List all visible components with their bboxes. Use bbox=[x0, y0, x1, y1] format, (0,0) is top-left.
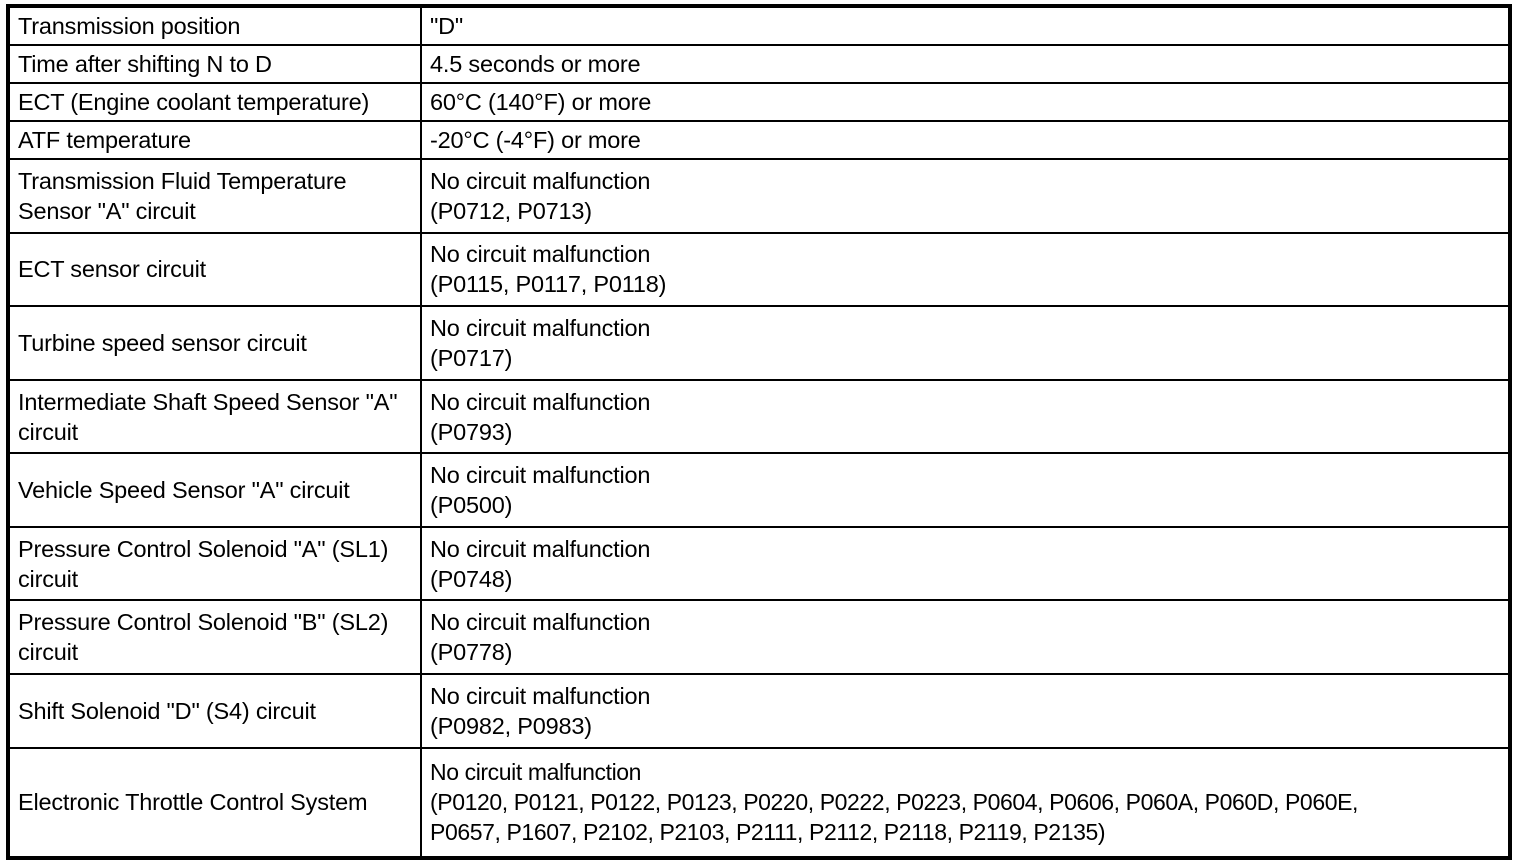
table-row: ATF temperature -20°C (-4°F) or more bbox=[7, 120, 1511, 161]
table-cell-item: ECT sensor circuit bbox=[7, 231, 422, 308]
item-label: Transmission Fluid Temperature Sensor "A… bbox=[18, 167, 347, 224]
item-label: Time after shifting N to D bbox=[18, 51, 272, 78]
value-text: No circuit malfunction (P0793) bbox=[430, 388, 651, 445]
table-cell-item: Transmission position bbox=[7, 4, 422, 47]
value-text: No circuit malfunction (P0500) bbox=[430, 462, 651, 519]
table-cell-value: -20°C (-4°F) or more bbox=[420, 120, 1511, 161]
table-row: ECT sensor circuit No circuit malfunction… bbox=[7, 231, 1511, 308]
item-label: Transmission position bbox=[18, 13, 241, 40]
table-cell-item: Time after shifting N to D bbox=[7, 44, 422, 85]
item-label: Intermediate Shaft Speed Sensor "A" circ… bbox=[18, 388, 398, 445]
value-text: No circuit malfunction (P0717) bbox=[430, 314, 651, 371]
table-cell-value: No circuit malfunction (P0500) bbox=[420, 452, 1511, 528]
value-text: No circuit malfunction (P0115, P0117, P0… bbox=[430, 241, 667, 298]
item-label: Vehicle Speed Sensor "A" circuit bbox=[18, 477, 350, 504]
table-row: ECT (Engine coolant temperature) 60°C (14… bbox=[7, 82, 1511, 123]
table-row: Vehicle Speed Sensor "A" circuit No circu… bbox=[7, 452, 1511, 528]
table-cell-item: Pressure Control Solenoid "A" (SL1) circ… bbox=[7, 525, 422, 602]
table-cell-value: No circuit malfunction (P0793) bbox=[420, 378, 1511, 455]
table-cell-item: Pressure Control Solenoid "B" (SL2) circ… bbox=[7, 599, 422, 675]
table-cell-item: ECT (Engine coolant temperature) bbox=[7, 82, 422, 123]
table-row: Intermediate Shaft Speed Sensor "A" circ… bbox=[7, 378, 1511, 455]
table-cell-item: Shift Solenoid "D" (S4) circuit bbox=[7, 673, 422, 749]
value-text: -20°C (-4°F) or more bbox=[430, 127, 641, 154]
table-row: Shift Solenoid "D" (S4) circuit No circui… bbox=[7, 673, 1511, 749]
table-cell-value: No circuit malfunction (P0717) bbox=[420, 305, 1511, 381]
item-label: Pressure Control Solenoid "A" (SL1) circ… bbox=[18, 535, 389, 592]
table-cell-value: 60°C (140°F) or more bbox=[420, 82, 1511, 123]
table-cell-value: No circuit malfunction (P0778) bbox=[420, 599, 1511, 675]
value-text: 60°C (140°F) or more bbox=[430, 89, 652, 116]
table-cell-value: 4.5 seconds or more bbox=[420, 44, 1511, 85]
table-cell-item: Vehicle Speed Sensor "A" circuit bbox=[7, 452, 422, 528]
enabling-conditions-table: Transmission position "D" Time after shift… bbox=[6, 4, 1512, 860]
table-cell-value: No circuit malfunction (P0748) bbox=[420, 525, 1511, 602]
value-text: No circuit malfunction (P0778) bbox=[430, 609, 651, 666]
item-label: ATF temperature bbox=[18, 127, 191, 154]
value-text: No circuit malfunction (P0712, P0713) bbox=[430, 167, 651, 224]
item-label: Turbine speed sensor circuit bbox=[18, 329, 307, 356]
item-label: Electronic Throttle Control System bbox=[18, 789, 368, 816]
table-cell-item: Intermediate Shaft Speed Sensor "A" circ… bbox=[7, 378, 422, 455]
table-row: Transmission Fluid Temperature Sensor "A… bbox=[7, 158, 1511, 234]
value-text: No circuit malfunction (P0120, P0121, P0… bbox=[430, 759, 1359, 846]
table-row: Time after shifting N to D 4.5 seconds or… bbox=[7, 44, 1511, 85]
item-label: Shift Solenoid "D" (S4) circuit bbox=[18, 697, 316, 724]
table-row: Pressure Control Solenoid "A" (SL1) circ… bbox=[7, 525, 1511, 602]
table-cell-value: No circuit malfunction (P0120, P0121, P0… bbox=[420, 746, 1511, 860]
value-text: "D" bbox=[430, 13, 464, 40]
table-cell-item: ATF temperature bbox=[7, 120, 422, 161]
table-body: Transmission position "D" Time after shift… bbox=[7, 4, 1511, 860]
table-row: Pressure Control Solenoid "B" (SL2) circ… bbox=[7, 599, 1511, 675]
table-row: Transmission position "D" bbox=[7, 4, 1511, 47]
table-cell-item: Turbine speed sensor circuit bbox=[7, 305, 422, 381]
table-row: Electronic Throttle Control System No cir… bbox=[7, 746, 1511, 860]
item-label: Pressure Control Solenoid "B" (SL2) circ… bbox=[18, 609, 389, 666]
item-label: ECT sensor circuit bbox=[18, 256, 206, 283]
table-row: Turbine speed sensor circuit No circuit m… bbox=[7, 305, 1511, 381]
table-cell-item: Transmission Fluid Temperature Sensor "A… bbox=[7, 158, 422, 234]
table-cell-value: "D" bbox=[420, 4, 1511, 47]
value-text: 4.5 seconds or more bbox=[430, 51, 641, 78]
value-text: No circuit malfunction (P0982, P0983) bbox=[430, 682, 651, 739]
value-text: No circuit malfunction (P0748) bbox=[430, 535, 651, 592]
item-label: ECT (Engine coolant temperature) bbox=[18, 89, 370, 116]
table-cell-value: No circuit malfunction (P0712, P0713) bbox=[420, 158, 1511, 234]
table-cell-item: Electronic Throttle Control System bbox=[7, 746, 422, 860]
table-cell-value: No circuit malfunction (P0982, P0983) bbox=[420, 673, 1511, 749]
table-cell-value: No circuit malfunction (P0115, P0117, P0… bbox=[420, 231, 1511, 308]
